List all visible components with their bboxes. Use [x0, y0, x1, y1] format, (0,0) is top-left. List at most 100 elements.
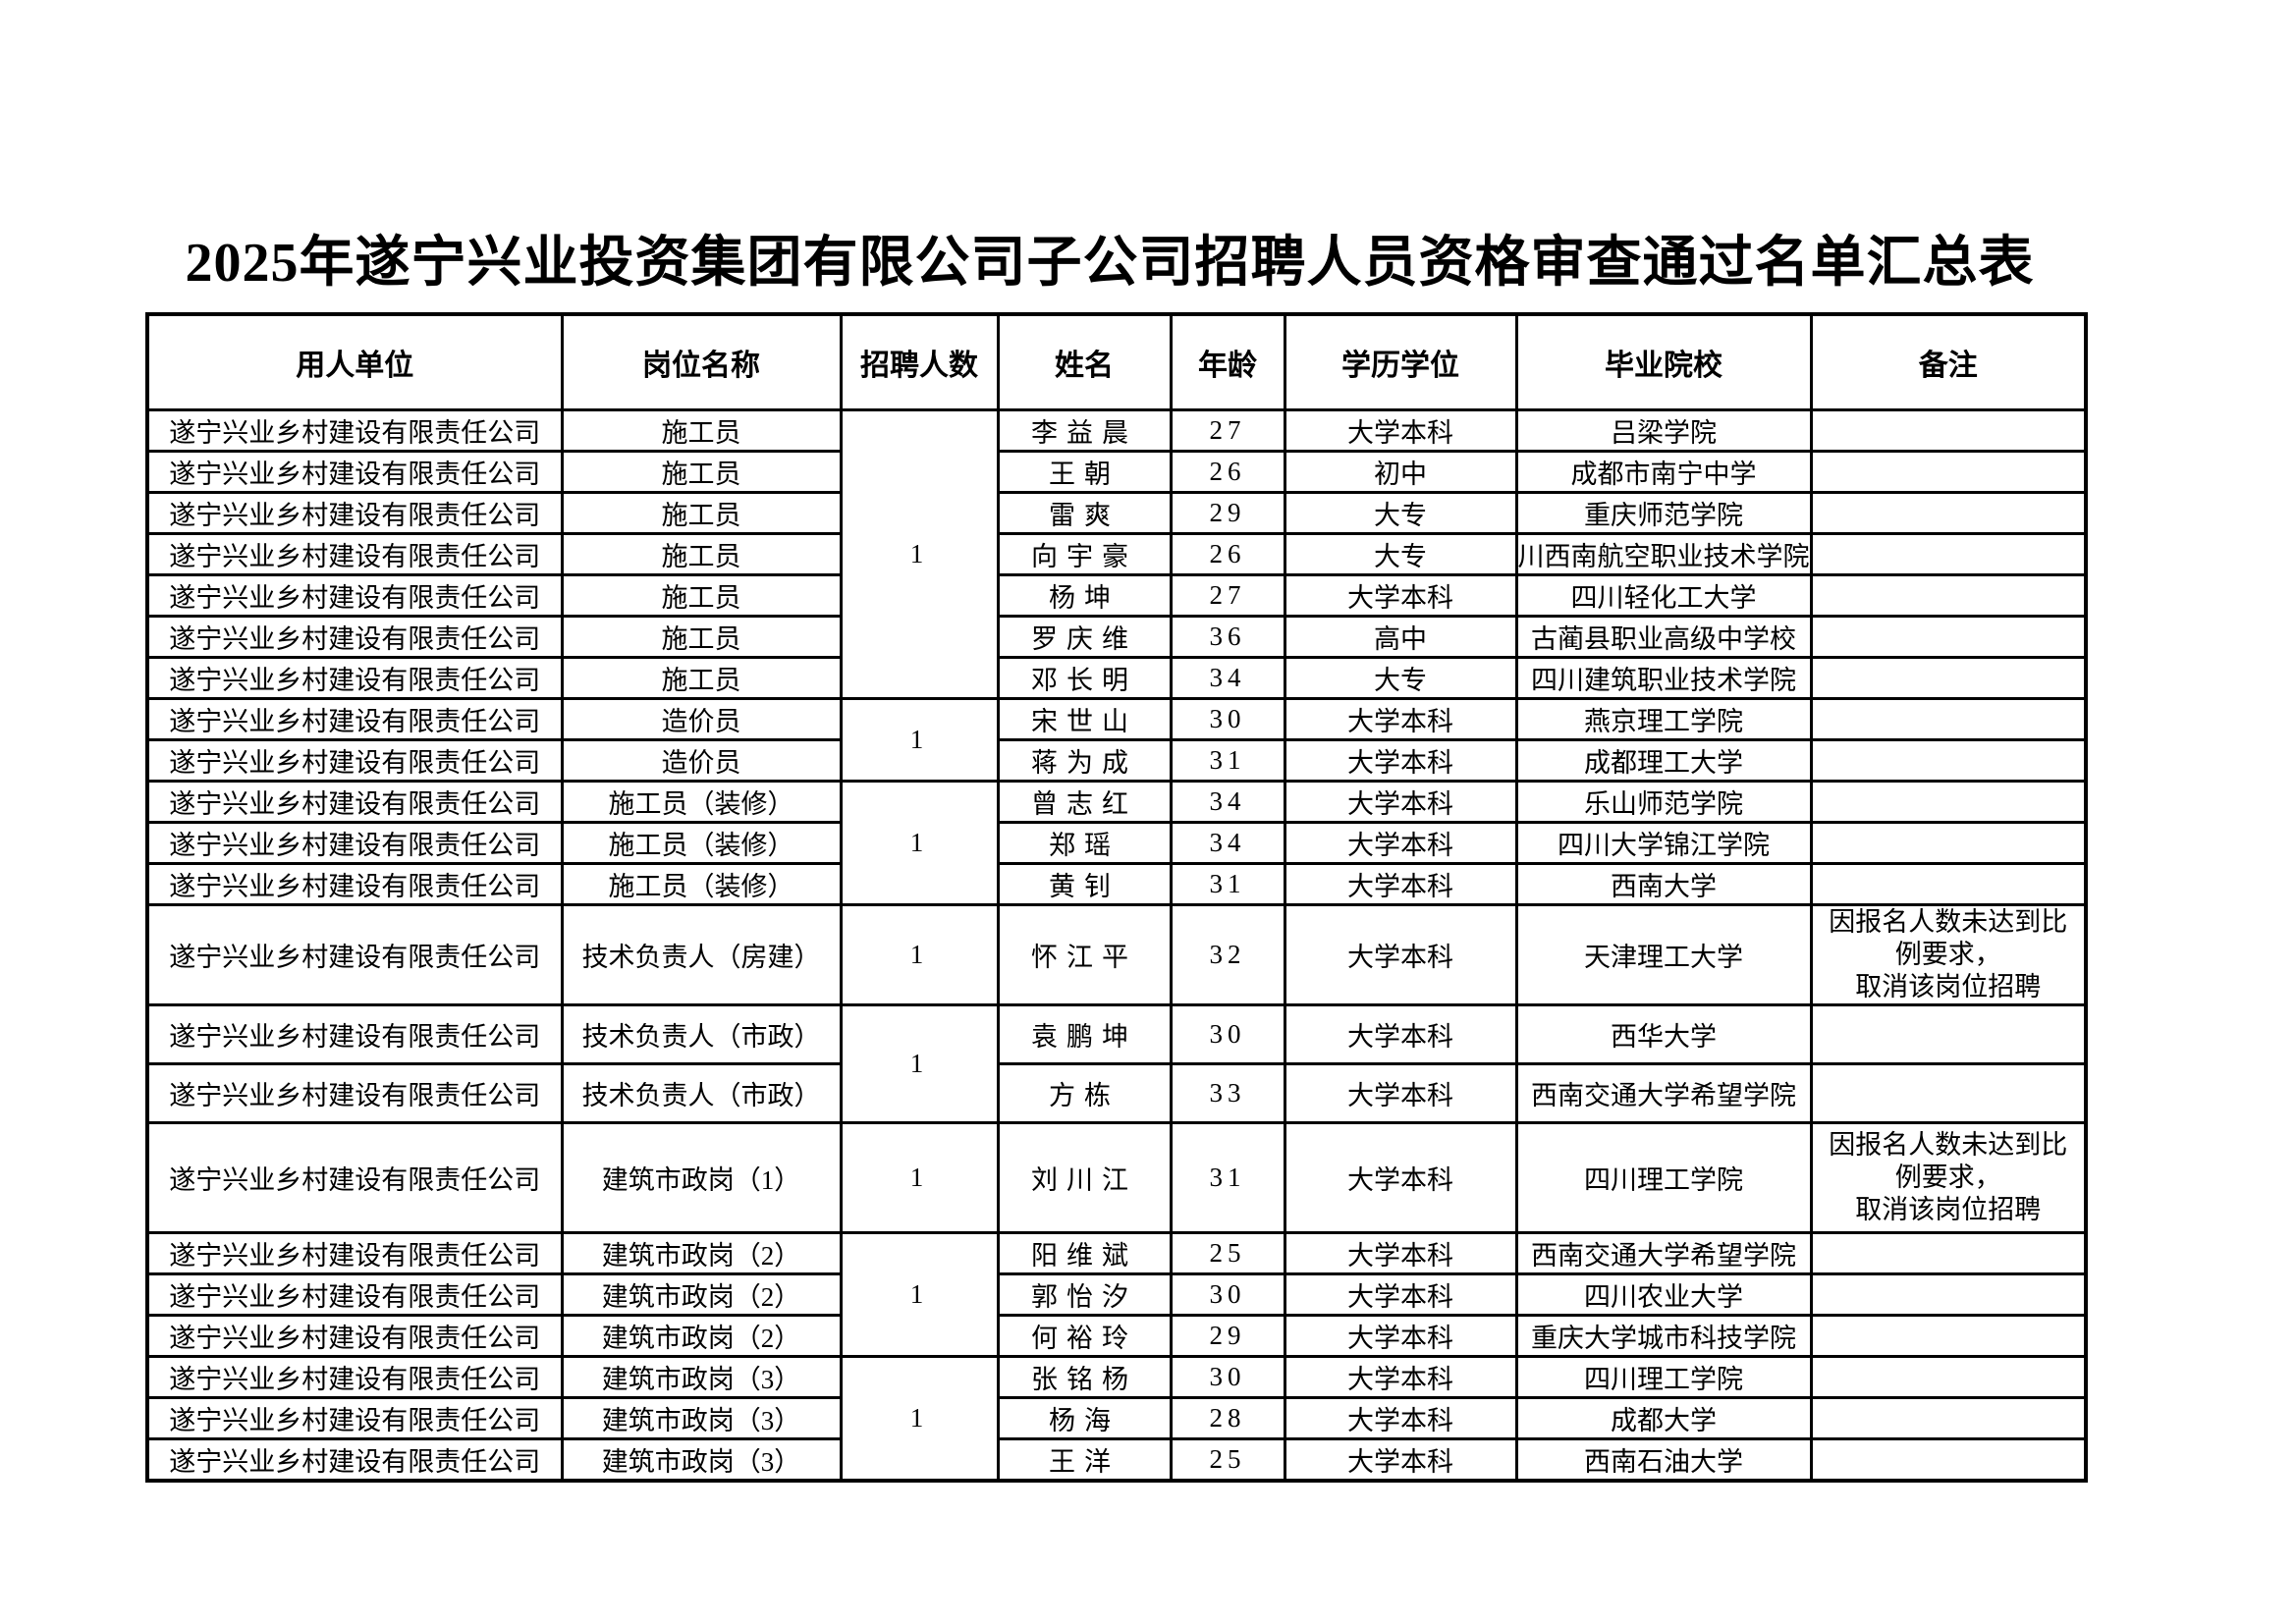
header-row: 用人单位 岗位名称 招聘人数 姓名 年龄 学历学位 毕业院校 备注: [145, 312, 2088, 411]
age-cell: 27: [1169, 573, 1286, 618]
school-cell: 古蔺县职业高级中学校: [1514, 615, 1813, 659]
employer-cell: 遂宁兴业乡村建设有限责任公司: [145, 1002, 564, 1065]
employer-cell: 遂宁兴业乡村建设有限责任公司: [145, 862, 564, 906]
education-cell: 大学本科: [1283, 573, 1518, 618]
education-cell: 大专: [1283, 491, 1518, 535]
age-cell: 36: [1169, 615, 1286, 659]
note-cell: [1809, 1061, 2088, 1124]
header-employer: 用人单位: [145, 312, 564, 411]
school-cell: 西南大学: [1514, 862, 1813, 906]
age-cell: 28: [1169, 1395, 1286, 1440]
table-row: 遂宁兴业乡村建设有限责任公司 施工员 罗庆维 36 高中 古蔺县职业高级中学校: [145, 615, 2088, 659]
position-cell: 施工员（装修）: [560, 780, 843, 824]
table-row: 遂宁兴业乡村建设有限责任公司 建筑市政岗（3） 杨海 28 大学本科 成都大学: [145, 1395, 2088, 1440]
table-row: 遂宁兴业乡村建设有限责任公司 造价员 1 宋世山 30 大学本科 燕京理工学院: [145, 697, 2088, 783]
education-cell: 大学本科: [1283, 1230, 1518, 1275]
table-row: 遂宁兴业乡村建设有限责任公司 建筑市政岗（3） 1 张铭杨 30 大学本科 四川理工学院: [145, 1354, 2088, 1483]
education-cell: 大学本科: [1283, 903, 1518, 1006]
education-cell: 大学本科: [1283, 821, 1518, 865]
employer-cell: 遂宁兴业乡村建设有限责任公司: [145, 450, 564, 494]
school-cell: 四川农业大学: [1514, 1271, 1813, 1317]
school-cell: 重庆大学城市科技学院: [1514, 1313, 1813, 1358]
name-cell: 杨坤: [996, 573, 1173, 618]
school-cell: 成都大学: [1514, 1395, 1813, 1440]
name-cell: 张铭杨: [996, 1354, 1173, 1399]
header-note: 备注: [1809, 312, 2088, 411]
employer-cell: 遂宁兴业乡村建设有限责任公司: [145, 780, 564, 824]
position-cell: 建筑市政岗（3）: [560, 1436, 843, 1483]
position-cell: 施工员: [560, 450, 843, 494]
school-cell: 四川理工学院: [1514, 1354, 1813, 1399]
table-row: 遂宁兴业乡村建设有限责任公司 建筑市政岗（2） 1 阳维斌 25 大学本科 西南交通大学希望…: [145, 1230, 2088, 1358]
position-cell: 施工员: [560, 408, 843, 453]
education-cell: 大学本科: [1283, 1354, 1518, 1399]
education-cell: 大专: [1283, 532, 1518, 576]
age-cell: 34: [1169, 821, 1286, 865]
table-row: 遂宁兴业乡村建设有限责任公司 建筑市政岗（3） 王洋 25 大学本科 西南石油大学: [145, 1436, 2088, 1483]
headcount-cell: 1: [839, 780, 1000, 906]
name-cell: 黄钊: [996, 862, 1173, 906]
school-cell: 西南交通大学希望学院: [1514, 1061, 1813, 1124]
employer-cell: 遂宁兴业乡村建设有限责任公司: [145, 656, 564, 700]
position-cell: 施工员: [560, 491, 843, 535]
education-cell: 大学本科: [1283, 862, 1518, 906]
table-row: 遂宁兴业乡村建设有限责任公司 建筑市政岗（1） 1 刘川江 31 大学本科 四川理工学院 因报…: [145, 1120, 2088, 1234]
name-cell: 杨海: [996, 1395, 1173, 1440]
table-row: 遂宁兴业乡村建设有限责任公司 技术负责人（市政） 1 袁鹏坤 30 大学本科 西华大学: [145, 1002, 2088, 1124]
headcount-cell: 1: [839, 1002, 1000, 1124]
school-cell: 川西南航空职业技术学院: [1514, 532, 1813, 576]
employer-cell: 遂宁兴业乡村建设有限责任公司: [145, 1354, 564, 1399]
age-cell: 31: [1169, 862, 1286, 906]
employer-cell: 遂宁兴业乡村建设有限责任公司: [145, 491, 564, 535]
headcount-cell: 1: [839, 408, 1000, 700]
headcount-cell: 1: [839, 903, 1000, 1006]
age-cell: 31: [1169, 1120, 1286, 1234]
note-cell: 因报名人数未达到比 例要求， 取消该岗位招聘: [1809, 1120, 2088, 1234]
employer-cell: 遂宁兴业乡村建设有限责任公司: [145, 1271, 564, 1317]
education-cell: 大学本科: [1283, 1061, 1518, 1124]
table-row: 遂宁兴业乡村建设有限责任公司 建筑市政岗（2） 何裕玲 29 大学本科 重庆大学城市科技学…: [145, 1313, 2088, 1358]
education-cell: 大学本科: [1283, 1436, 1518, 1483]
employer-cell: 遂宁兴业乡村建设有限责任公司: [145, 408, 564, 453]
age-cell: 31: [1169, 738, 1286, 783]
education-cell: 大学本科: [1283, 1313, 1518, 1358]
school-cell: 乐山师范学院: [1514, 780, 1813, 824]
school-cell: 西南交通大学希望学院: [1514, 1230, 1813, 1275]
name-cell: 郭怡汐: [996, 1271, 1173, 1317]
table-row: 遂宁兴业乡村建设有限责任公司 造价员 蒋为成 31 大学本科 成都理工大学: [145, 738, 2088, 783]
age-cell: 34: [1169, 780, 1286, 824]
education-cell: 大学本科: [1283, 1120, 1518, 1234]
name-cell: 袁鹏坤: [996, 1002, 1173, 1065]
note-cell: [1809, 862, 2088, 906]
note-cell: [1809, 821, 2088, 865]
name-cell: 王朝: [996, 450, 1173, 494]
employer-cell: 遂宁兴业乡村建设有限责任公司: [145, 532, 564, 576]
table-row: 遂宁兴业乡村建设有限责任公司 施工员 邓长明 34 大专 四川建筑职业技术学院: [145, 656, 2088, 700]
school-cell: 吕梁学院: [1514, 408, 1813, 453]
school-cell: 四川大学锦江学院: [1514, 821, 1813, 865]
age-cell: 26: [1169, 450, 1286, 494]
employer-cell: 遂宁兴业乡村建设有限责任公司: [145, 573, 564, 618]
age-cell: 29: [1169, 1313, 1286, 1358]
age-cell: 25: [1169, 1230, 1286, 1275]
age-cell: 33: [1169, 1061, 1286, 1124]
school-cell: 西南石油大学: [1514, 1436, 1813, 1483]
name-cell: 怀江平: [996, 903, 1173, 1006]
name-cell: 宋世山: [996, 697, 1173, 741]
employer-cell: 遂宁兴业乡村建设有限责任公司: [145, 1230, 564, 1275]
name-cell: 李益晨: [996, 408, 1173, 453]
page-title: 2025年遂宁兴业投资集团有限公司子公司招聘人员资格审查通过名单汇总表: [185, 233, 2035, 294]
education-cell: 大学本科: [1283, 408, 1518, 453]
name-cell: 雷爽: [996, 491, 1173, 535]
name-cell: 罗庆维: [996, 615, 1173, 659]
note-cell: [1809, 1271, 2088, 1317]
table-row: 遂宁兴业乡村建设有限责任公司 施工员（装修） 黄钊 31 大学本科 西南大学: [145, 862, 2088, 906]
position-cell: 施工员: [560, 573, 843, 618]
position-cell: 施工员: [560, 532, 843, 576]
headcount-cell: 1: [839, 1354, 1000, 1483]
school-cell: 西华大学: [1514, 1002, 1813, 1065]
age-cell: 32: [1169, 903, 1286, 1006]
position-cell: 造价员: [560, 697, 843, 741]
position-cell: 技术负责人（市政）: [560, 1002, 843, 1065]
education-cell: 大专: [1283, 656, 1518, 700]
